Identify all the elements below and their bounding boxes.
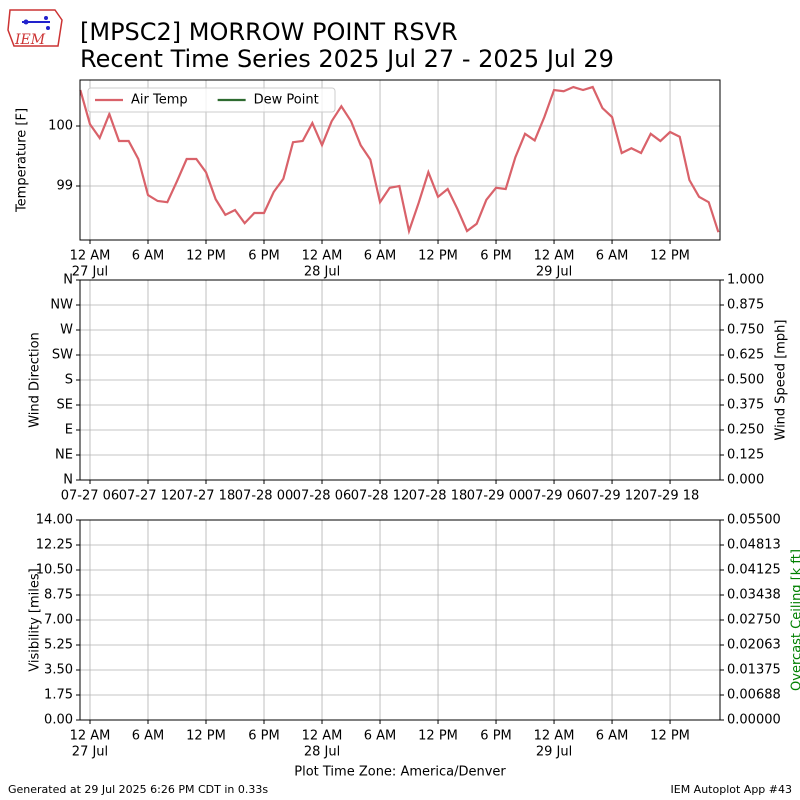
x-tick-label: 07-29 00 xyxy=(467,489,525,504)
x-tick-label: 6 AM xyxy=(596,249,629,264)
y2-tick-label: 1.000 xyxy=(727,273,764,288)
x-tick-date: 28 Jul xyxy=(304,265,340,280)
footer-left: Generated at 29 Jul 2025 6:26 PM CDT in … xyxy=(8,783,268,796)
x-tick-label: 07-27 12 xyxy=(119,489,177,504)
x-tick-label: 12 AM xyxy=(534,729,575,744)
y2-tick-label: 0.875 xyxy=(727,298,764,313)
x-tick-label: 6 PM xyxy=(248,729,279,744)
y-tick-label: 7.00 xyxy=(44,613,73,628)
y2-tick-label: 0.05500 xyxy=(727,513,781,528)
x-tick-label: 12 AM xyxy=(70,729,111,744)
y2-axis-label: Wind Speed [mph] xyxy=(774,320,789,441)
y-tick-label: W xyxy=(60,323,73,338)
subtitle: Recent Time Series 2025 Jul 27 - 2025 Ju… xyxy=(80,45,614,73)
y-axis-label: Visibility [miles] xyxy=(28,568,43,671)
y2-tick-label: 0.375 xyxy=(727,398,764,413)
plot-frame xyxy=(79,79,721,241)
y2-tick-label: 0.00688 xyxy=(727,688,781,703)
x-tick-label: 07-27 06 xyxy=(61,489,119,504)
y2-tick-label: 0.125 xyxy=(727,448,764,463)
x-axis-label: Plot Time Zone: America/Denver xyxy=(294,765,506,780)
y-tick-label: 14.00 xyxy=(36,513,73,528)
data-line xyxy=(79,85,720,236)
y-tick-label: S xyxy=(65,373,73,388)
x-tick-label: 6 PM xyxy=(480,249,511,264)
x-tick-label: 6 AM xyxy=(364,249,397,264)
x-tick-label: 12 PM xyxy=(418,249,458,264)
x-tick-label: 6 AM xyxy=(132,729,165,744)
y2-tick-label: 0.02063 xyxy=(727,638,781,653)
x-tick-date: 28 Jul xyxy=(304,745,340,760)
x-tick-date: 29 Jul xyxy=(536,265,572,280)
x-tick-label: 6 PM xyxy=(480,729,511,744)
y-axis-label: Wind Direction xyxy=(28,332,43,428)
x-tick-label: 07-27 18 xyxy=(177,489,235,504)
y-tick-label: SE xyxy=(57,398,73,413)
x-tick-label: 07-29 06 xyxy=(525,489,583,504)
y2-tick-label: 0.02750 xyxy=(727,613,781,628)
x-tick-label: 12 AM xyxy=(70,249,111,264)
y-tick-label: 8.75 xyxy=(44,588,73,603)
x-tick-label: 12 PM xyxy=(418,729,458,744)
logo: IEM xyxy=(7,9,63,48)
x-tick-label: 07-28 00 xyxy=(235,489,293,504)
y2-tick-label: 0.000 xyxy=(727,473,764,488)
x-tick-date: 27 Jul xyxy=(72,265,108,280)
x-tick-label: 12 AM xyxy=(302,249,343,264)
x-tick-label: 07-29 12 xyxy=(583,489,641,504)
x-tick-label: 12 PM xyxy=(650,729,690,744)
legend-box xyxy=(87,87,336,113)
y2-tick-label: 0.625 xyxy=(727,348,764,363)
y-tick-label: NE xyxy=(55,448,73,463)
x-tick-label: 07-28 06 xyxy=(293,489,351,504)
x-tick-label: 12 PM xyxy=(650,249,690,264)
x-tick-date: 27 Jul xyxy=(72,745,108,760)
x-tick-label: 07-28 18 xyxy=(409,489,467,504)
y2-tick-label: 0.03438 xyxy=(727,588,781,603)
y2-tick-label: 0.01375 xyxy=(727,663,781,678)
x-tick-label: 6 PM xyxy=(248,249,279,264)
x-tick-label: 12 PM xyxy=(186,729,226,744)
x-tick-label: 6 AM xyxy=(596,729,629,744)
y-tick-label: 1.75 xyxy=(44,688,73,703)
x-tick-date: 29 Jul xyxy=(536,745,572,760)
y-tick-label: 0.00 xyxy=(44,713,73,728)
y2-tick-label: 0.00000 xyxy=(727,713,781,728)
legend-label: Dew Point xyxy=(254,93,319,108)
y-tick-label: N xyxy=(63,273,73,288)
y-tick-label: N xyxy=(63,473,73,488)
legend-label: Air Temp xyxy=(131,93,188,108)
y2-tick-label: 0.04125 xyxy=(727,563,781,578)
y-tick-label: E xyxy=(65,423,73,438)
y-axis-label: Temperature [F] xyxy=(15,108,30,213)
y2-tick-label: 0.250 xyxy=(727,423,764,438)
x-tick-label: 6 AM xyxy=(132,249,165,264)
x-tick-label: 12 PM xyxy=(186,249,226,264)
y-tick-label: 99 xyxy=(56,179,73,194)
y-tick-label: 3.50 xyxy=(44,663,73,678)
y-tick-label: SW xyxy=(52,348,73,363)
y-tick-label: NW xyxy=(50,298,73,313)
plot-frame xyxy=(79,519,721,721)
footer-right: IEM Autoplot App #43 xyxy=(671,783,793,796)
y-tick-label: 100 xyxy=(48,119,73,134)
y2-tick-label: 0.500 xyxy=(727,373,764,388)
x-tick-label: 12 AM xyxy=(302,729,343,744)
plot-frame xyxy=(79,279,721,481)
y2-tick-label: 0.750 xyxy=(727,323,764,338)
y-tick-label: 5.25 xyxy=(44,638,73,653)
x-tick-label: 07-28 12 xyxy=(351,489,409,504)
title: [MPSC2] MORROW POINT RSVR xyxy=(80,18,458,46)
x-tick-label: 07-29 18 xyxy=(641,489,699,504)
y2-axis-label: Overcast Ceiling [k ft] xyxy=(790,549,800,691)
x-tick-label: 12 AM xyxy=(534,249,575,264)
y-tick-label: 10.50 xyxy=(36,563,73,578)
y2-tick-label: 0.04813 xyxy=(727,538,781,553)
y-tick-label: 12.25 xyxy=(36,538,73,553)
logo-text: IEM xyxy=(14,32,46,48)
x-tick-label: 6 AM xyxy=(364,729,397,744)
